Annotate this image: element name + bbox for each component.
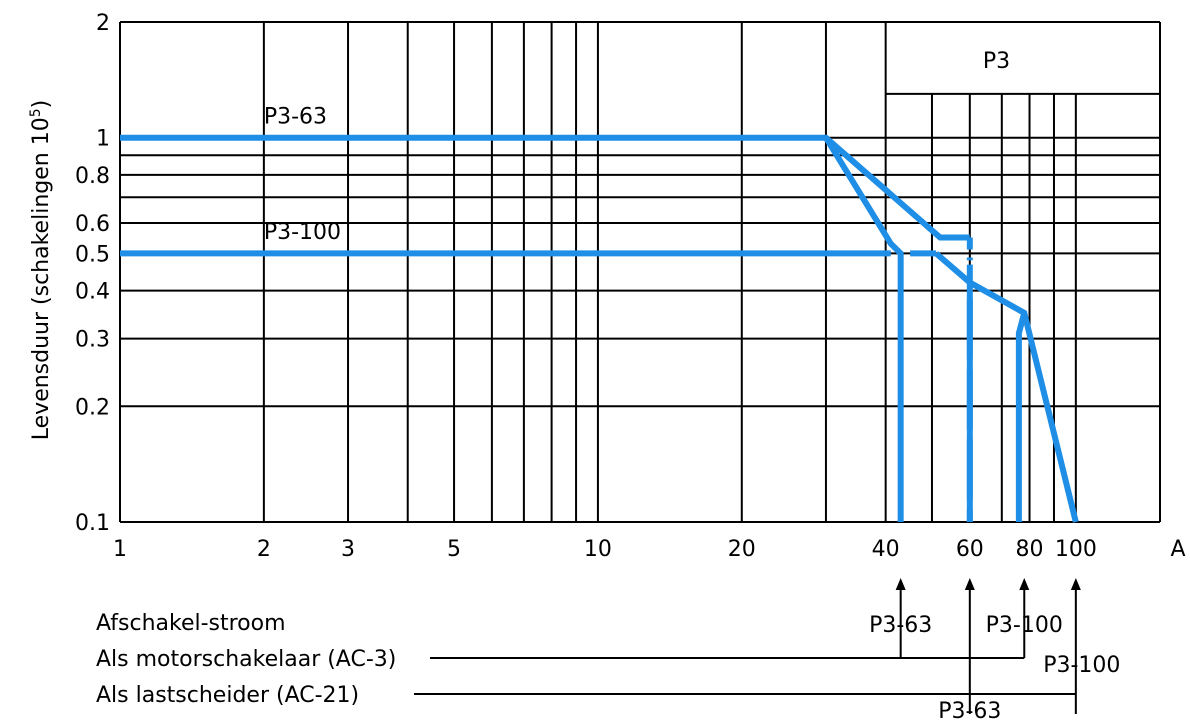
x-unit-label: A	[1170, 537, 1185, 562]
y-tick-label: 2	[96, 11, 110, 36]
series-label: P3-63	[264, 104, 327, 129]
legend-title: Afschakel-stroom	[96, 611, 286, 636]
marker-arrow	[964, 578, 975, 590]
y-axis-ticks: 0.1 0.2 0.3 0.4 0.5 0.6 0.8 1 2	[75, 11, 110, 536]
series-line	[1015, 312, 1028, 522]
y-tick-label: 0.2	[75, 395, 110, 420]
series-labels: P3-63 P3-100	[264, 104, 341, 245]
marker-label: P3-63	[869, 613, 932, 638]
y-tick-label: 0.3	[75, 328, 110, 353]
x-tick-label: 5	[447, 537, 461, 562]
series-line	[823, 136, 904, 522]
x-tick-label: 3	[341, 537, 355, 562]
marker-arrow	[1070, 578, 1081, 590]
x-axis-ticks: 1 2 3 5 10 20 40 60 80 100 A	[113, 537, 1186, 562]
x-tick-label: 1	[113, 537, 127, 562]
marker-label: P3-100	[986, 613, 1063, 638]
y-tick-label: 0.6	[75, 212, 110, 237]
chart-grid: P3	[119, 21, 1161, 523]
region-label: P3	[983, 49, 1010, 74]
x-tick-label: 60	[956, 537, 984, 562]
x-tick-label: 20	[728, 537, 756, 562]
series-tail	[934, 251, 1079, 523]
legend-row-ac21: Als lastscheider (AC-21)	[96, 683, 359, 708]
series-line	[120, 134, 970, 241]
y-tick-label: 0.1	[75, 511, 110, 536]
bottom-legend: Afschakel-stroom Als motorschakelaar (AC-…	[96, 578, 1120, 724]
y-axis-label: Levensduur (schakelingen 105)	[28, 100, 54, 440]
x-tick-label: 2	[257, 537, 271, 562]
marker-arrow	[895, 578, 906, 590]
chart-curves	[120, 134, 1079, 523]
y-tick-label: 0.8	[75, 164, 110, 189]
y-tick-label: 0.4	[75, 280, 110, 305]
marker-label: P3-100	[1043, 653, 1120, 678]
y-tick-label: 0.5	[75, 242, 110, 267]
series-label: P3-100	[264, 220, 341, 245]
legend-row-ac3: Als motorschakelaar (AC-3)	[96, 647, 396, 672]
marker-label: P3-63	[938, 699, 1001, 724]
x-tick-label: 80	[1016, 537, 1044, 562]
marker-arrow	[1019, 578, 1030, 590]
y-tick-label: 1	[96, 127, 110, 152]
x-tick-label: 10	[584, 537, 612, 562]
x-tick-label: 100	[1055, 537, 1097, 562]
x-tick-label: 40	[872, 537, 900, 562]
